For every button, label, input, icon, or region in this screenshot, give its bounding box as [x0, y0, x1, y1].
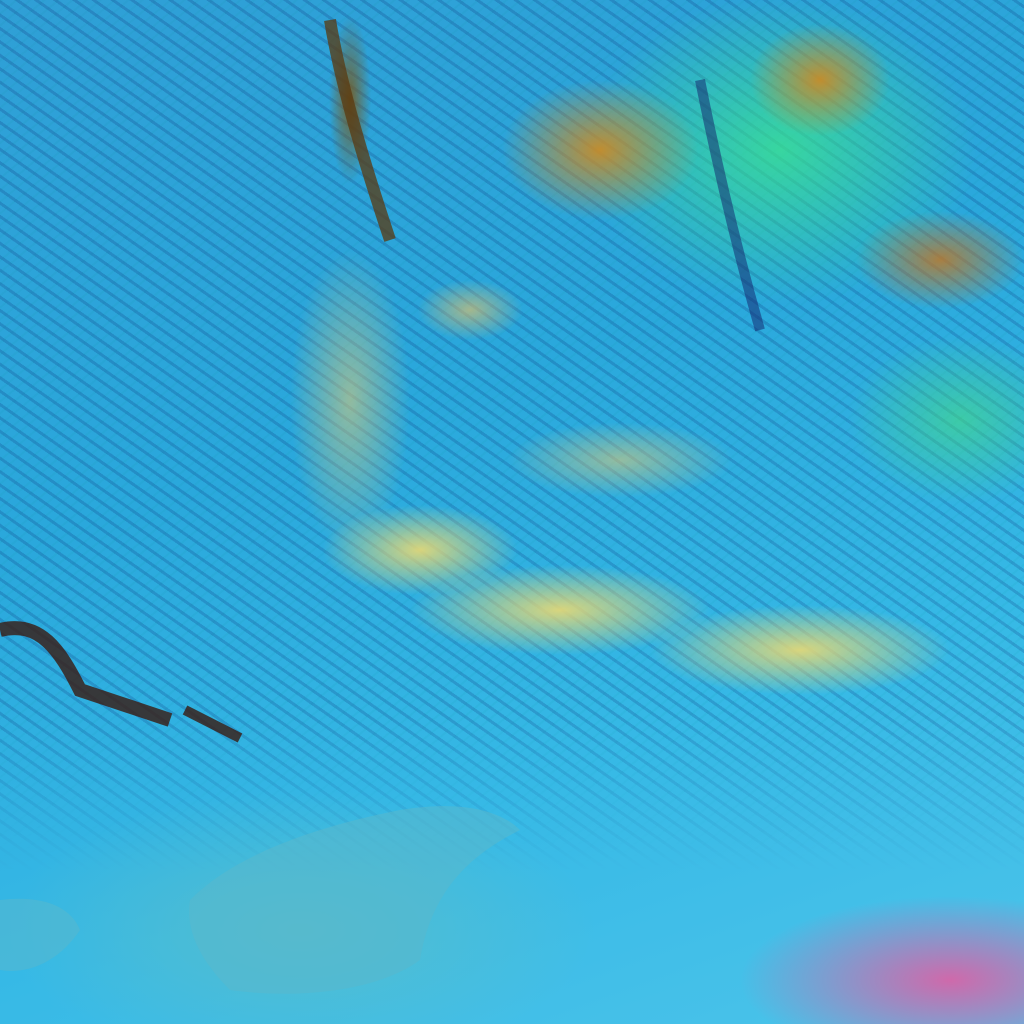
dark-streak-top-right — [695, 79, 765, 332]
dark-streak-top — [324, 19, 396, 242]
dark-streak-left — [0, 621, 173, 727]
coastline-left — [0, 898, 80, 971]
dark-streak-left-2 — [182, 705, 243, 743]
coastline — [189, 806, 520, 994]
